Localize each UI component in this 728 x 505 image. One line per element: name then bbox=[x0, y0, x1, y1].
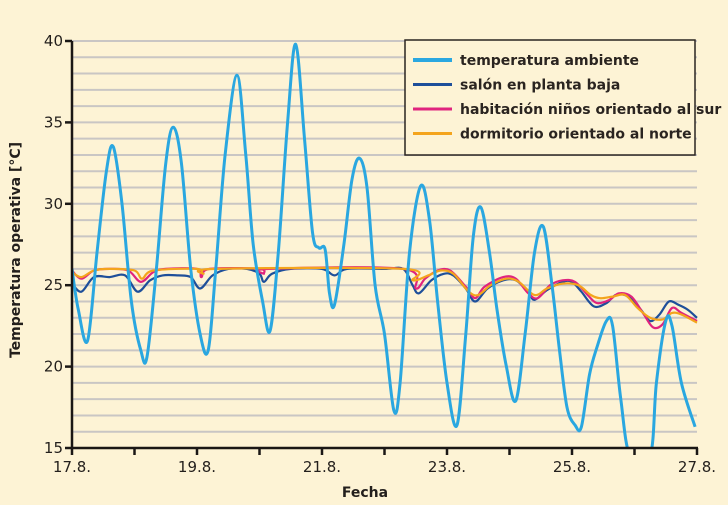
x-axis-label: Fecha bbox=[342, 485, 388, 501]
legend: temperatura ambiente salón en planta baja… bbox=[404, 39, 721, 156]
series-line-1 bbox=[72, 266, 698, 323]
axes: 15 20 25 30 35 40 17.8. 19.8. 21.8. 23.8. 25.8. 27.… bbox=[44, 32, 716, 476]
legend-label: temperatura ambiente bbox=[460, 53, 639, 69]
y-tick-label: 35 bbox=[44, 113, 63, 131]
y-tick-label: 25 bbox=[44, 276, 63, 294]
x-tick-label: 17.8. bbox=[53, 458, 91, 476]
x-tick-label: 25.8. bbox=[553, 458, 591, 476]
legend-box bbox=[404, 39, 696, 156]
series-line-0 bbox=[72, 42, 697, 448]
y-tick-label: 20 bbox=[44, 358, 63, 376]
y-tick-label: 40 bbox=[44, 32, 63, 50]
y-axis-label: Temperatura operativa [°C] bbox=[8, 142, 24, 358]
legend-label: salón en planta baja bbox=[460, 78, 620, 94]
y-tick-label: 30 bbox=[44, 195, 63, 213]
x-tick-label: 21.8. bbox=[303, 458, 341, 476]
series-line-3 bbox=[72, 266, 698, 324]
x-tick-label: 23.8. bbox=[428, 458, 466, 476]
legend-label: habitación niños orientado al sur bbox=[460, 102, 721, 118]
series-group bbox=[72, 42, 698, 448]
y-tick-label: 15 bbox=[44, 439, 63, 457]
x-tick-label: 19.8. bbox=[178, 458, 216, 476]
x-tick-label: 27.8. bbox=[678, 458, 716, 476]
legend-label: dormitorio orientado al norte bbox=[460, 127, 692, 143]
